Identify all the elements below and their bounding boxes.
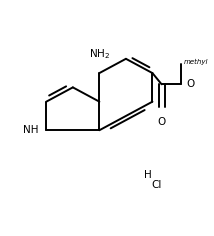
Text: NH: NH xyxy=(23,125,38,135)
Text: O: O xyxy=(158,117,166,127)
Text: Cl: Cl xyxy=(151,180,162,190)
Text: NH$_2$: NH$_2$ xyxy=(89,47,110,61)
Text: O: O xyxy=(186,79,194,89)
Text: H: H xyxy=(144,170,152,180)
Text: methyl: methyl xyxy=(184,59,209,65)
